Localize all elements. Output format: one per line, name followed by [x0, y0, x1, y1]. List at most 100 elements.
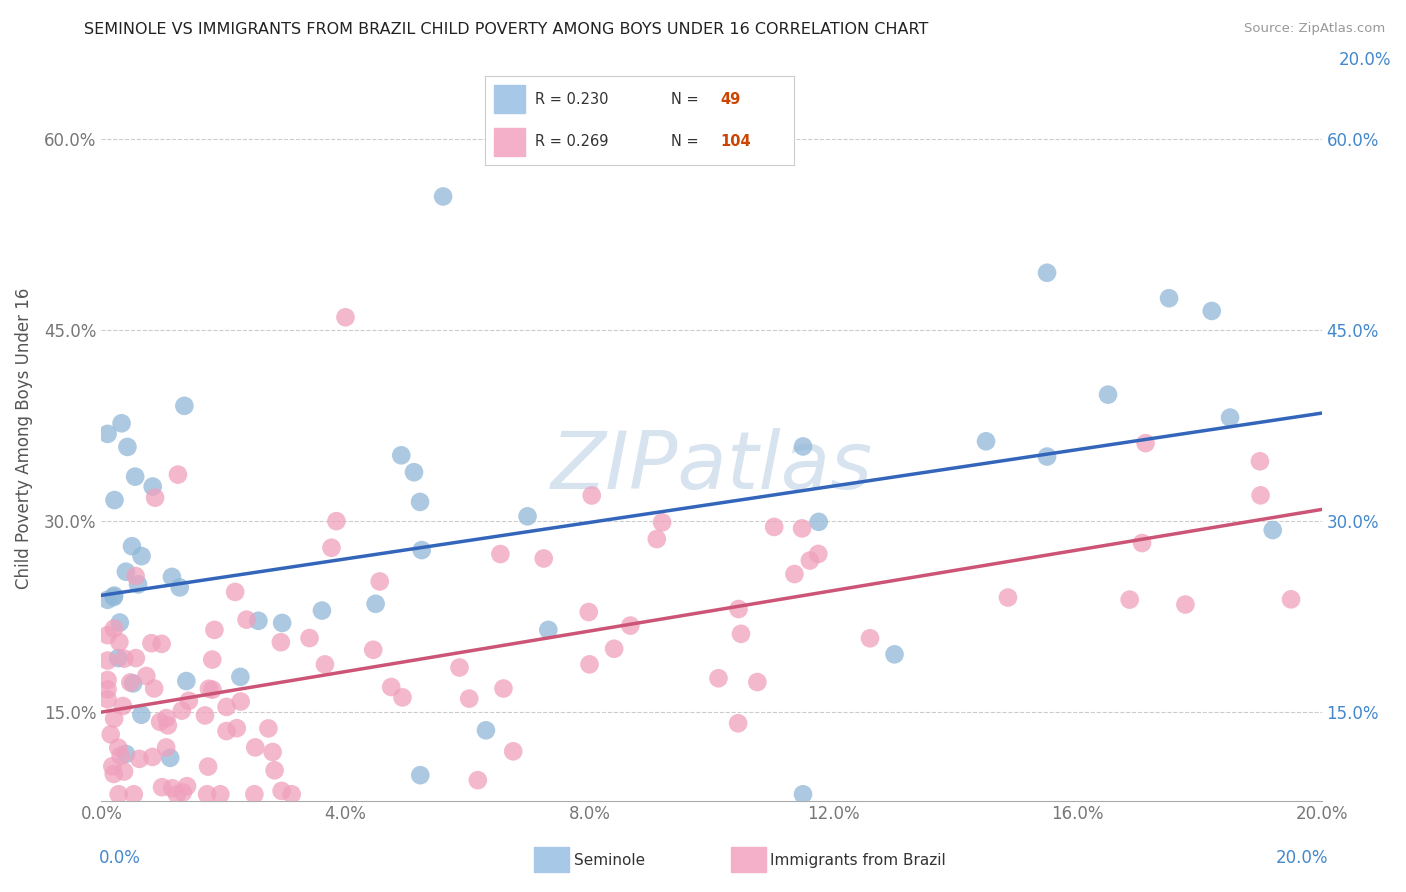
Point — [156, 718, 179, 732]
Point — [97, 682, 120, 697]
Text: Immigrants from Brazil: Immigrants from Brazil — [770, 854, 946, 868]
Point — [100, 727, 122, 741]
Point — [141, 750, 163, 764]
Point — [103, 767, 125, 781]
Point — [707, 671, 730, 685]
Point — [467, 773, 489, 788]
Point — [380, 680, 402, 694]
Point — [730, 627, 752, 641]
Text: 20.0%: 20.0% — [1339, 51, 1391, 69]
Point — [135, 669, 157, 683]
Point — [122, 787, 145, 801]
Point — [411, 543, 433, 558]
Point — [1279, 592, 1302, 607]
Point — [108, 615, 131, 630]
Text: SEMINOLE VS IMMIGRANTS FROM BRAZIL CHILD POVERTY AMONG BOYS UNDER 16 CORRELATION: SEMINOLE VS IMMIGRANTS FROM BRAZIL CHILD… — [84, 22, 929, 37]
Point — [792, 787, 814, 801]
Bar — [495, 128, 526, 156]
Point — [120, 675, 142, 690]
Point — [727, 602, 749, 616]
Point — [321, 541, 343, 555]
Point — [807, 547, 830, 561]
Text: N =: N = — [671, 92, 699, 106]
Point — [131, 707, 153, 722]
Point — [112, 764, 135, 779]
Point — [97, 592, 120, 607]
Point — [235, 613, 257, 627]
Point — [475, 723, 498, 738]
Point — [651, 516, 673, 530]
Text: Source: ZipAtlas.com: Source: ZipAtlas.com — [1244, 22, 1385, 36]
Point — [167, 467, 190, 482]
Point — [603, 641, 626, 656]
Point — [1219, 410, 1241, 425]
Point — [225, 721, 247, 735]
Point — [1157, 291, 1180, 305]
Point — [229, 670, 252, 684]
Point — [1130, 536, 1153, 550]
Point — [108, 635, 131, 649]
Point — [263, 764, 285, 778]
Point — [150, 637, 173, 651]
Point — [131, 549, 153, 563]
Point — [115, 565, 138, 579]
Point — [215, 724, 238, 739]
Point — [121, 539, 143, 553]
Point — [516, 509, 538, 524]
Point — [229, 694, 252, 708]
Point — [101, 759, 124, 773]
Point — [763, 520, 786, 534]
Point — [97, 426, 120, 441]
Point — [402, 465, 425, 479]
Point — [204, 623, 226, 637]
Point — [115, 747, 138, 761]
Text: ZIPatlas: ZIPatlas — [551, 428, 873, 506]
Text: 49: 49 — [720, 92, 741, 106]
Text: 104: 104 — [720, 135, 751, 149]
Point — [458, 691, 481, 706]
Point — [533, 551, 555, 566]
Point — [162, 781, 184, 796]
Point — [1261, 523, 1284, 537]
Point — [110, 748, 132, 763]
Point — [224, 585, 246, 599]
Point — [1250, 488, 1272, 502]
Point — [128, 752, 150, 766]
Point — [155, 740, 177, 755]
Point — [142, 479, 165, 493]
Point — [270, 784, 292, 798]
Point — [143, 491, 166, 505]
Point — [247, 614, 270, 628]
Point — [141, 636, 163, 650]
Text: 20.0%: 20.0% — [1277, 849, 1329, 867]
Point — [125, 651, 148, 665]
Point — [201, 652, 224, 666]
Point — [335, 310, 357, 325]
Point — [194, 708, 217, 723]
Point — [149, 714, 172, 729]
Point — [117, 440, 139, 454]
Point — [103, 622, 125, 636]
Point — [107, 740, 129, 755]
Point — [122, 676, 145, 690]
Point — [1201, 304, 1223, 318]
Point — [1118, 592, 1140, 607]
Point — [107, 651, 129, 665]
Point — [209, 787, 232, 801]
Point — [243, 787, 266, 801]
Point — [197, 759, 219, 773]
Point — [578, 657, 600, 672]
Point — [368, 574, 391, 589]
Point — [103, 589, 125, 603]
Text: R = 0.230: R = 0.230 — [534, 92, 607, 106]
Point — [409, 768, 432, 782]
Point — [807, 515, 830, 529]
Point — [198, 681, 221, 696]
Point — [578, 605, 600, 619]
Point — [166, 787, 188, 801]
Point — [1249, 454, 1271, 468]
Point — [169, 581, 191, 595]
Point — [790, 521, 813, 535]
Point — [747, 675, 769, 690]
Point — [1036, 266, 1059, 280]
